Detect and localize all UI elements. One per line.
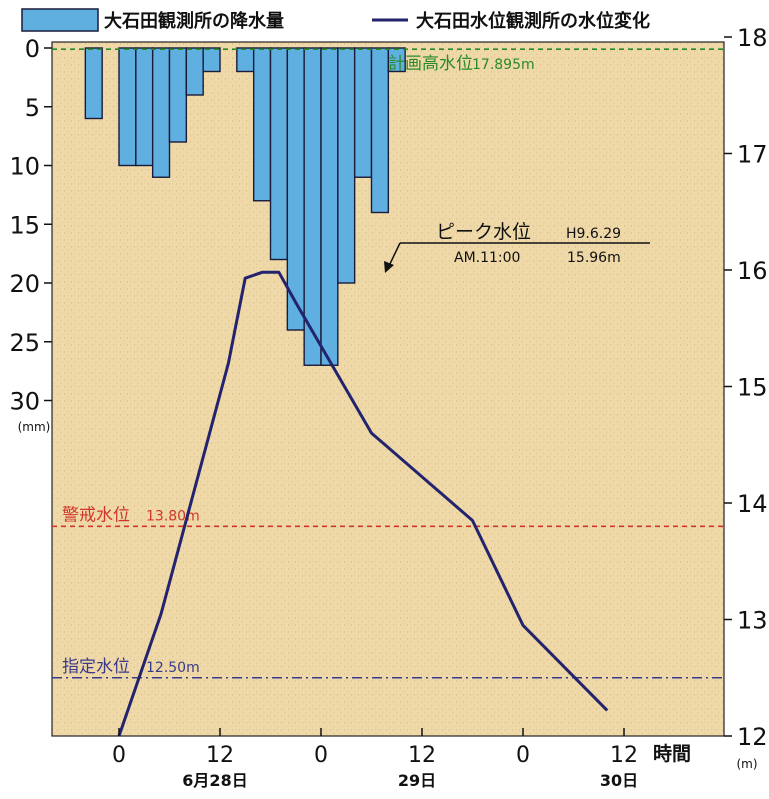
x-tick-label: 0 — [516, 743, 530, 768]
water-level-tick-label: 16 — [737, 257, 768, 285]
rainfall-bar — [168, 47, 188, 143]
x-tick-label: 0 — [314, 743, 328, 768]
x-axis: 0 12 0 12 0 12 時間 6月28日 29日 30日 — [112, 728, 691, 790]
rainfall-bar — [387, 47, 406, 73]
rainfall-axis: 0 5 10 15 20 25 30 (mm) — [9, 35, 52, 434]
water-level-tick-label: 13 — [737, 607, 768, 635]
rainfall-tick-label: 20 — [9, 270, 40, 298]
rainfall-bar — [118, 47, 137, 167]
reference-value-designated: 12.50m — [146, 660, 200, 676]
peak-date: H9.6.29 — [566, 226, 621, 242]
date-label: 30日 — [600, 771, 638, 790]
peak-annotation: ピーク水位 H9.6.29 AM.11:00 15.96m — [384, 221, 650, 273]
date-label: 29日 — [398, 771, 436, 790]
water-level-tick-label: 14 — [737, 490, 768, 518]
x-tick-label: 12 — [408, 743, 436, 768]
rainfall-bar — [286, 47, 305, 331]
reference-value-warning: 13.80m — [146, 508, 200, 524]
legend-rain-swatch — [21, 8, 99, 32]
water-level-tick-label: 17 — [737, 141, 768, 169]
rainfall-tick-label: 10 — [9, 153, 40, 181]
water-level-line — [117, 270, 609, 737]
water-level-tick-label: 15 — [737, 374, 768, 402]
rainfall-tick-label: 15 — [9, 211, 40, 239]
reference-label-warning: 警戒水位 — [62, 505, 130, 525]
rainfall-bars — [84, 47, 406, 366]
reference-label-planned: 計画高水位 — [388, 54, 473, 74]
reference-value-planned: 17.895m — [472, 57, 535, 73]
reference-label-designated: 指定水位 — [62, 657, 130, 677]
legend: 大石田観測所の降水量 大石田水位観測所の水位変化 — [21, 8, 650, 32]
x-tick-label: 12 — [206, 743, 234, 768]
rainfall-tick-label: 25 — [9, 329, 40, 357]
rainfall-bar — [337, 47, 356, 284]
legend-rain-label: 大石田観測所の降水量 — [104, 10, 284, 32]
rainfall-bar — [135, 47, 154, 167]
x-unit-label: 時間 — [653, 743, 691, 765]
water-level-axis: 12 13 14 15 16 17 18 (m) — [724, 24, 768, 771]
water-level-tick-label: 18 — [737, 24, 768, 52]
peak-time: AM.11:00 — [454, 250, 520, 266]
date-label: 6月28日 — [182, 771, 247, 790]
x-tick-label: 12 — [610, 743, 638, 768]
rainfall-bar — [320, 47, 339, 366]
water-level-unit: (m) — [736, 757, 757, 771]
rainfall-bar — [236, 47, 255, 73]
rainfall-bar — [185, 47, 204, 96]
rainfall-bar — [151, 47, 171, 178]
water-level-series — [117, 270, 609, 737]
rainfall-unit: (mm) — [18, 420, 51, 434]
legend-level-label: 大石田水位観測所の水位変化 — [416, 10, 650, 32]
rainfall-bar — [370, 47, 390, 214]
peak-value: 15.96m — [567, 250, 621, 266]
rainfall-bar — [252, 47, 272, 202]
x-tick-label: 0 — [112, 743, 126, 768]
peak-title: ピーク水位 — [436, 221, 531, 243]
reference-lines: 計画高水位 17.895m 警戒水位 13.80m 指定水位 12.50m — [52, 48, 724, 679]
rainfall-tick-label: 0 — [25, 35, 40, 63]
rainfall-bar — [84, 47, 103, 120]
rainfall-bar — [269, 47, 289, 261]
peak-arrow-head — [384, 261, 394, 273]
rainfall-bar — [202, 47, 221, 73]
rainfall-bar — [353, 47, 373, 178]
water-level-tick-label: 12 — [737, 723, 768, 751]
rainfall-bar — [303, 47, 322, 366]
rainfall-tick-label: 30 — [9, 388, 40, 416]
rainfall-tick-label: 5 — [25, 94, 40, 122]
